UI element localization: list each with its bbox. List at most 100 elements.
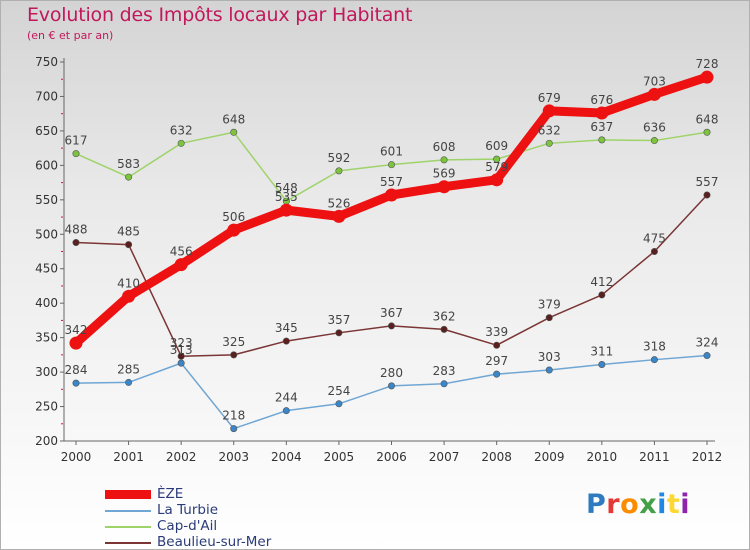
logo-letter: t bbox=[666, 489, 681, 520]
data-point--ze bbox=[542, 104, 556, 118]
data-label--ze: 342 bbox=[65, 323, 88, 337]
data-label--ze: 569 bbox=[433, 167, 456, 181]
y-tick-label: 600 bbox=[35, 158, 58, 172]
data-label-la-turbie: 313 bbox=[170, 343, 193, 357]
data-label-beaulieu-sur-mer: 557 bbox=[696, 175, 719, 189]
data-point--ze bbox=[700, 70, 714, 84]
data-point--ze bbox=[174, 258, 188, 272]
data-label-la-turbie: 324 bbox=[696, 336, 719, 350]
data-point-beaulieu-sur-mer bbox=[230, 351, 238, 359]
proxiti-logo: Proxiti bbox=[586, 489, 690, 520]
data-point-beaulieu-sur-mer bbox=[703, 191, 711, 199]
data-label--ze: 506 bbox=[222, 210, 245, 224]
legend-label-cap-dail: Cap-d'Ail bbox=[157, 518, 218, 534]
data-point-cap-d-ail bbox=[440, 156, 448, 164]
data-label-la-turbie: 284 bbox=[65, 363, 88, 377]
x-tick-label: 2000 bbox=[61, 450, 92, 464]
data-label-la-turbie: 297 bbox=[485, 354, 508, 368]
logo-letter: P bbox=[586, 489, 607, 520]
logo-letter: r bbox=[606, 489, 621, 520]
legend-item-beaulieu-sur-mer[interactable]: Beaulieu-sur-Mer bbox=[105, 534, 365, 550]
data-point-cap-d-ail bbox=[230, 128, 238, 136]
data-label-la-turbie: 283 bbox=[433, 364, 456, 378]
data-point-la-turbie bbox=[335, 400, 343, 408]
legend-swatch-cap-dail bbox=[105, 526, 151, 528]
legend-item-la-turbie[interactable]: La Turbie bbox=[105, 502, 365, 519]
legend-item-cap-dail[interactable]: Cap-d'Ail bbox=[105, 518, 365, 535]
data-point-cap-d-ail bbox=[177, 139, 185, 147]
data-label--ze: 526 bbox=[327, 196, 350, 210]
data-point-beaulieu-sur-mer bbox=[282, 337, 290, 345]
data-point-cap-d-ail bbox=[335, 167, 343, 175]
chart-subtitle: (en € et par an) bbox=[27, 29, 114, 42]
data-point-cap-d-ail bbox=[493, 155, 501, 163]
data-label-beaulieu-sur-mer: 345 bbox=[275, 321, 298, 335]
data-point--ze bbox=[437, 180, 451, 194]
data-point-la-turbie bbox=[493, 370, 501, 378]
data-label--ze: 728 bbox=[696, 57, 719, 71]
data-point-la-turbie bbox=[598, 361, 606, 369]
y-tick-label: 750 bbox=[35, 55, 58, 69]
data-label-beaulieu-sur-mer: 412 bbox=[590, 275, 613, 289]
data-point-la-turbie bbox=[72, 379, 80, 387]
data-label--ze: 456 bbox=[170, 245, 193, 259]
legend-item-eze[interactable]: ÈZE bbox=[105, 486, 365, 503]
data-label--ze: 557 bbox=[380, 175, 403, 189]
data-label-beaulieu-sur-mer: 362 bbox=[433, 309, 456, 323]
data-point-beaulieu-sur-mer bbox=[177, 352, 185, 360]
legend-swatch-eze bbox=[105, 490, 151, 499]
x-tick-label: 2002 bbox=[166, 450, 197, 464]
data-label-cap-d-ail: 617 bbox=[65, 134, 88, 148]
data-point-beaulieu-sur-mer bbox=[72, 239, 80, 247]
data-point--ze bbox=[332, 209, 346, 223]
x-tick-label: 2011 bbox=[639, 450, 670, 464]
data-label--ze: 410 bbox=[117, 276, 140, 290]
data-point-cap-d-ail bbox=[650, 137, 658, 145]
legend: ÈZE La Turbie Cap-d'Ail Beaulieu-sur-Mer bbox=[105, 486, 365, 550]
y-tick-label: 700 bbox=[35, 89, 58, 103]
data-point--ze bbox=[69, 336, 83, 350]
data-label-cap-d-ail: 583 bbox=[117, 157, 140, 171]
y-tick-label: 250 bbox=[35, 400, 58, 414]
data-point--ze bbox=[385, 188, 398, 202]
legend-swatch-la-turbie bbox=[105, 510, 151, 512]
data-label--ze: 703 bbox=[643, 74, 666, 88]
data-label-cap-d-ail: 632 bbox=[170, 123, 193, 137]
logo-letter: o bbox=[620, 489, 640, 520]
data-point-la-turbie bbox=[545, 366, 553, 374]
data-point-la-turbie bbox=[440, 380, 448, 388]
data-label--ze: 579 bbox=[485, 160, 508, 174]
data-label-la-turbie: 311 bbox=[590, 345, 613, 359]
data-label-beaulieu-sur-mer: 485 bbox=[117, 225, 140, 239]
data-point-beaulieu-sur-mer bbox=[545, 314, 553, 322]
data-label-la-turbie: 303 bbox=[538, 350, 561, 364]
data-label-beaulieu-sur-mer: 323 bbox=[170, 336, 193, 350]
y-tick-label: 200 bbox=[35, 434, 58, 448]
data-label-cap-d-ail: 632 bbox=[538, 123, 561, 137]
legend-label-beaulieu-sur-mer: Beaulieu-sur-Mer bbox=[157, 534, 272, 550]
data-point-beaulieu-sur-mer bbox=[387, 322, 395, 330]
y-tick-label: 400 bbox=[35, 296, 58, 310]
data-label-la-turbie: 285 bbox=[117, 362, 140, 376]
data-point-la-turbie bbox=[650, 356, 658, 364]
data-label-beaulieu-sur-mer: 325 bbox=[222, 335, 245, 349]
data-point--ze bbox=[595, 106, 609, 120]
x-tick-label: 2008 bbox=[481, 450, 512, 464]
data-label-cap-d-ail: 636 bbox=[643, 121, 666, 135]
data-point-cap-d-ail bbox=[545, 139, 553, 147]
data-label-la-turbie: 280 bbox=[380, 366, 403, 380]
logo-letter: i bbox=[657, 489, 667, 520]
logo-letter: x bbox=[639, 489, 658, 520]
y-tick-label: 300 bbox=[35, 365, 58, 379]
legend-label-eze: ÈZE bbox=[157, 486, 184, 502]
x-tick-label: 2009 bbox=[534, 450, 565, 464]
data-label-beaulieu-sur-mer: 488 bbox=[65, 223, 88, 237]
data-label-la-turbie: 318 bbox=[643, 340, 666, 354]
data-label-layer: 342 410 456 506 535 526 557 569 579 679 676 703 728 2… bbox=[65, 57, 719, 422]
data-label-cap-d-ail: 608 bbox=[433, 140, 456, 154]
data-point-beaulieu-sur-mer bbox=[440, 325, 448, 333]
data-point-cap-d-ail bbox=[387, 161, 395, 169]
logo-letter: i bbox=[680, 489, 691, 520]
data-label-beaulieu-sur-mer: 339 bbox=[485, 325, 508, 339]
